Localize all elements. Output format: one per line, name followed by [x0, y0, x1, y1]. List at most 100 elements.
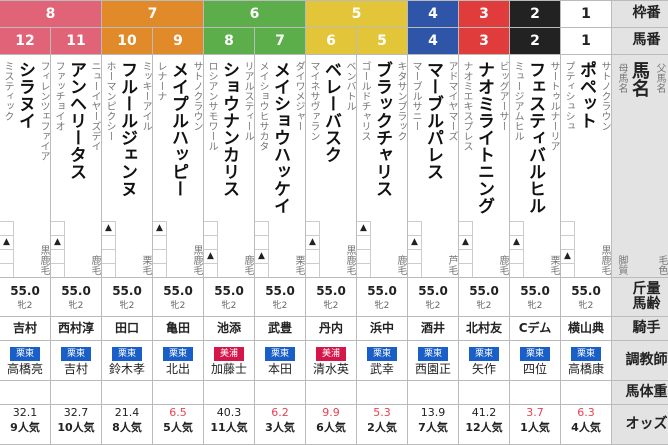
odds-value: 40.3	[216, 406, 242, 419]
jockey-link[interactable]: 吉村	[12, 321, 37, 335]
jockey-cell[interactable]: 吉村	[0, 317, 51, 341]
trainer-cell[interactable]: 栗東 高橋康	[561, 341, 612, 381]
jockey-cell[interactable]: 酒井	[408, 317, 459, 341]
horse-name-cell[interactable]: ベンバトル ベレーバスク マイネサヴァラン ▲ 黒鹿毛	[306, 55, 357, 278]
body-weight-cell	[357, 381, 408, 405]
horse-name-link[interactable]: ナオミライトニング	[474, 61, 494, 214]
horse-name-link[interactable]: ショウナンカリス	[219, 61, 239, 197]
jockey-cell[interactable]: 武豊	[255, 317, 306, 341]
horse-name-link[interactable]: マーブルパレス	[423, 61, 443, 180]
horse-name-cell[interactable]: ダイワメジャー メイショウハッケイ メイショウヒサカタ ▲ 栗毛	[255, 55, 306, 278]
trainer-cell[interactable]: 栗東 鈴木孝	[102, 341, 153, 381]
trainer-cell[interactable]: 美浦 清水英	[306, 341, 357, 381]
leg-style-box	[561, 263, 575, 277]
jockey-link[interactable]: 浜中	[369, 321, 394, 335]
horse-name-link[interactable]: ポペット	[576, 61, 596, 129]
popularity: 11人気	[210, 421, 248, 434]
jockey-link[interactable]: 丹内	[318, 321, 343, 335]
jockey-cell[interactable]: 横山典	[561, 317, 612, 341]
trainer-cell[interactable]: 栗東 武幸	[357, 341, 408, 381]
umaban-cell: 11	[51, 28, 102, 55]
leg-style-box	[408, 263, 422, 277]
trainer-cell[interactable]: 栗東 四位	[510, 341, 561, 381]
coat-color: 黒鹿毛	[599, 245, 610, 275]
carried-weight: 55.0	[265, 284, 295, 298]
jockey-cell[interactable]: 池添	[204, 317, 255, 341]
jockey-cell[interactable]: 田口	[102, 317, 153, 341]
trainer-link[interactable]: 加藤士	[210, 362, 247, 376]
leg-style-box	[306, 221, 320, 235]
trainer-link[interactable]: 西園正	[414, 362, 451, 376]
trainer-link[interactable]: 鈴木孝	[108, 362, 145, 376]
horse-name-link[interactable]: ブラックチャリス	[372, 61, 392, 197]
horse-name-link[interactable]: シラヌイ	[15, 61, 35, 129]
horse-name-link[interactable]: アンヘリータス	[66, 61, 86, 180]
umaban-cell: 5	[357, 28, 408, 55]
jockey-link[interactable]: 酒井	[420, 321, 445, 335]
horse-name-cell[interactable]: サートゥルナーリア フェスティバルヒル ミュージアムヒル ▲ 栗毛	[510, 55, 561, 278]
jockey-link[interactable]: 武豊	[267, 321, 292, 335]
horse-name-cell[interactable]: サトノクラウン ポペット プティシュシュ ▲ 黒鹿毛	[561, 55, 612, 278]
trainer-link[interactable]: 本田	[267, 362, 292, 376]
jockey-link[interactable]: 横山典	[567, 321, 604, 335]
trainer-cell[interactable]: 栗東 本田	[255, 341, 306, 381]
horse-name-cell[interactable]: リアルスティール ショウナンカリス ロシアンサモワール ▲ 鹿毛	[204, 55, 255, 278]
trainer-cell[interactable]: 栗東 吉村	[51, 341, 102, 381]
trainer-link[interactable]: 武幸	[369, 362, 394, 376]
header-trainer-label: 調教師	[625, 351, 668, 368]
trainer-link[interactable]: 四位	[522, 362, 547, 376]
horse-name-link[interactable]: メイプルハッピー	[168, 61, 188, 197]
leg-style-box: ▲	[306, 235, 320, 249]
horse-name-cell[interactable]: ミッキーアイル フルールジェンヌ ホーマンピクシー ▲ 栗毛	[102, 55, 153, 278]
horse-name-cell[interactable]: ニューイヤーズデイ アンヘリータス ファッチョイオ ▲ 鹿毛	[51, 55, 102, 278]
body-weight-cell	[51, 381, 102, 405]
horse-name-cell[interactable]: サトノクラウン メイプルハッピー レナーナ ▲ 黒鹿毛	[153, 55, 204, 278]
trainer-cell[interactable]: 栗東 北出	[153, 341, 204, 381]
leg-style-box	[153, 235, 167, 249]
leg-style: ▲	[408, 221, 422, 277]
header-waku-label: 枠番	[632, 5, 661, 22]
horse-name-cell[interactable]: ビッグアーサー ナオミライトニング ナオミエキスプレス ▲ 鹿毛	[459, 55, 510, 278]
odds-value: 32.1	[12, 406, 38, 419]
jockey-cell[interactable]: 北村友	[459, 317, 510, 341]
jockey-cell[interactable]: 西村淳	[51, 317, 102, 341]
carried-weight: 55.0	[163, 284, 193, 298]
trainer-link[interactable]: 北出	[165, 362, 190, 376]
jockey-link[interactable]: 田口	[114, 321, 139, 335]
horse-name-cell[interactable]: フィレンツェファイア シラヌイ ミスティック ▲ 黒鹿毛	[0, 55, 51, 278]
leg-style-box: ▲	[357, 221, 371, 235]
trainer-cell[interactable]: 美浦 加藤士	[204, 341, 255, 381]
jockey-link[interactable]: 池添	[216, 321, 241, 335]
jockey-link[interactable]: Cデム	[518, 321, 552, 335]
trainer-cell[interactable]: 栗東 西園正	[408, 341, 459, 381]
trainer-link[interactable]: 高橋康	[567, 362, 604, 376]
horse-name-link[interactable]: メイショウハッケイ	[270, 61, 290, 214]
horse-name-link[interactable]: フェスティバルヒル	[525, 61, 545, 214]
jockey-cell[interactable]: 亀田	[153, 317, 204, 341]
odds-cell: 3.7 1人気	[510, 405, 561, 445]
horse-name-link[interactable]: フルールジェンヌ	[117, 61, 137, 197]
leg-style: ▲	[306, 221, 320, 277]
trainer-cell[interactable]: 栗東 高橋亮	[0, 341, 51, 381]
jockey-link[interactable]: 北村友	[465, 321, 502, 335]
jockey-link[interactable]: 亀田	[165, 321, 190, 335]
carried-weight: 55.0	[61, 284, 91, 298]
horse-name-link[interactable]: ベレーバスク	[321, 61, 341, 163]
jockey-cell[interactable]: 丹内	[306, 317, 357, 341]
trainer-link[interactable]: 矢作	[471, 362, 496, 376]
waku-cell: 5	[306, 1, 408, 28]
trainer-cell[interactable]: 栗東 矢作	[459, 341, 510, 381]
trainer-link[interactable]: 高橋亮	[6, 362, 43, 376]
sex-age: 牝2	[272, 301, 288, 311]
jockey-cell[interactable]: Cデム	[510, 317, 561, 341]
waku-cell: 8	[0, 1, 102, 28]
trainer-link[interactable]: 清水英	[312, 362, 349, 376]
sex-age: 牝2	[119, 301, 135, 311]
horse-name-cell[interactable]: アドマイヤマーズ マーブルパレス マーブルサニー ▲ 芦毛	[408, 55, 459, 278]
jockey-link[interactable]: 西村淳	[57, 321, 94, 335]
jockey-cell[interactable]: 浜中	[357, 317, 408, 341]
trainer-link[interactable]: 吉村	[63, 362, 88, 376]
horse-name-cell[interactable]: キタサンブラック ブラックチャリス ゴールドチャリス ▲ 鹿毛	[357, 55, 408, 278]
odds-cell: 40.3 11人気	[204, 405, 255, 445]
triangle-icon: ▲	[513, 237, 520, 247]
